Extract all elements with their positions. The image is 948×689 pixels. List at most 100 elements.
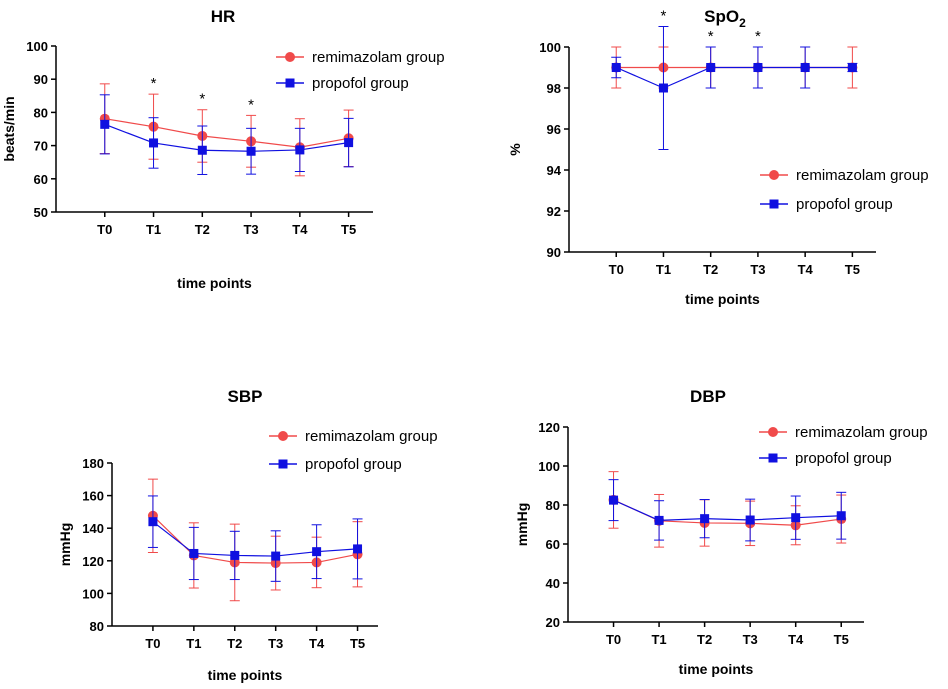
hr-y-tick-label: 100 [26,39,48,54]
sbp-x-tick-label: T4 [309,636,325,651]
spo2-legend-marker [769,170,779,180]
spo2-y-axis-label: % [507,143,523,156]
spo2-y-tick-label: 100 [539,40,561,55]
hr-legend-marker [285,78,295,88]
dbp-x-tick-label: T1 [651,632,666,647]
panel-hr: HR 50 60 70 80 90 100 T0 T1 T2 T3 T4 T5 time points be… [1,7,445,291]
spo2-y-tick-label: 96 [547,122,561,137]
dbp-y-tick-label: 60 [546,537,560,552]
dbp-series-line [613,499,842,526]
spo2-significance-marker: * [708,28,714,45]
hr-data-point [100,119,110,129]
spo2-y-tick-label: 98 [547,81,561,96]
sbp-x-tick-label: T1 [186,636,201,651]
hr-y-tick-label: 50 [34,205,48,220]
spo2-x-tick-label: T1 [656,262,671,277]
sbp-legend-marker [278,459,288,469]
sbp-data-point [353,544,363,554]
dbp-y-axis-label: mmHg [514,503,530,547]
hr-title: HR [211,7,236,26]
hr-data-point [197,145,207,155]
hr-x-tick-label: T5 [341,222,356,237]
spo2-significance-marker: * [755,28,761,45]
sbp-data-point [189,548,199,558]
dbp-series-propofol [608,479,847,542]
sbp-series-remimazolam [147,478,363,602]
spo2-data-point [658,83,668,93]
dbp-y-tick-label: 40 [546,576,560,591]
hr-data-point [295,145,305,155]
sbp-legend-label: propofol group [305,456,402,473]
sbp-x-tick-label: T5 [350,636,365,651]
hr-y-tick-label: 60 [34,172,48,187]
dbp-data-point [745,515,755,525]
spo2-data-point [847,63,857,72]
spo2-data-point [706,63,716,72]
sbp-legend-marker [278,431,288,441]
spo2-x-tick-label: T5 [845,262,860,277]
panel-sbp: SBP 80 100 120 140 160 180 T0 T1 T2 T3 T4 T5 time poi… [57,387,438,683]
dbp-y-tick-label: 100 [538,459,560,474]
dbp-legend-label: propofol group [795,450,892,467]
dbp-legend-label: remimazolam group [795,424,928,441]
sbp-data-point [148,517,158,527]
sbp-data-point [271,551,281,561]
dbp-data-point [609,495,619,505]
spo2-data-point [753,63,763,72]
hr-series-line [104,123,349,152]
hr-x-tick-label: T0 [97,222,112,237]
spo2-series-propofol [611,26,858,150]
hr-legend-label: remimazolam group [312,49,445,66]
hr-y-tick-label: 70 [34,139,48,154]
hr-series-propofol [99,94,354,175]
hr-significance-marker: * [199,91,205,108]
hr-y-tick-label: 80 [34,105,48,120]
dbp-y-tick-label: 120 [538,420,560,435]
sbp-data-point [230,550,240,560]
sbp-y-tick-label: 180 [82,456,104,471]
hr-series-line [104,118,349,148]
panel-dbp: DBP 20 40 60 80 100 120 T0 T1 T2 T3 T4 T5 time points… [514,387,928,677]
sbp-y-tick-label: 140 [82,521,104,536]
sbp-title: SBP [228,387,263,406]
dbp-data-point [700,514,710,524]
dbp-data-point [791,513,801,523]
hr-legend-label: propofol group [312,75,409,92]
hr-y-axis-label: beats/min [1,96,17,161]
dbp-series-line [613,499,842,522]
hr-data-point [149,138,159,148]
spo2-significance-marker: * [661,8,667,25]
sbp-x-axis-label: time points [208,667,283,683]
sbp-x-tick-label: T3 [268,636,283,651]
hr-data-point [344,138,354,148]
hr-significance-marker: * [248,96,254,113]
spo2-title-subscript: 2 [739,16,746,30]
hr-x-tick-label: T3 [243,222,258,237]
spo2-legend-label: propofol group [796,196,893,213]
sbp-y-tick-label: 120 [82,554,104,569]
spo2-x-tick-label: T0 [609,262,624,277]
spo2-y-tick-label: 94 [547,163,562,178]
spo2-legend-label: remimazolam group [796,167,929,184]
spo2-legend-marker [769,199,779,209]
hr-significance-marker: * [151,75,157,92]
spo2-y-tick-label: 92 [547,204,561,219]
spo2-x-tick-label: T4 [798,262,814,277]
spo2-title: SpO2 [704,7,746,30]
spo2-x-tick-label: T2 [703,262,718,277]
dbp-data-point [654,515,664,525]
dbp-data-point [836,511,846,521]
dbp-x-tick-label: T3 [743,632,758,647]
dbp-series-remimazolam [608,471,847,548]
hr-x-axis-label: time points [177,275,252,291]
spo2-series-line [615,66,853,89]
dbp-x-axis-label: time points [679,661,754,677]
hr-legend-marker [285,52,295,62]
sbp-legend-label: remimazolam group [305,428,438,445]
sbp-y-tick-label: 80 [90,619,104,634]
dbp-legend-marker [768,453,778,463]
panel-spo2: SpO2 90 92 94 96 98 100 T0 T1 T2 T3 T4 T5 time points… [507,7,929,307]
hr-y-tick-label: 90 [34,72,48,87]
